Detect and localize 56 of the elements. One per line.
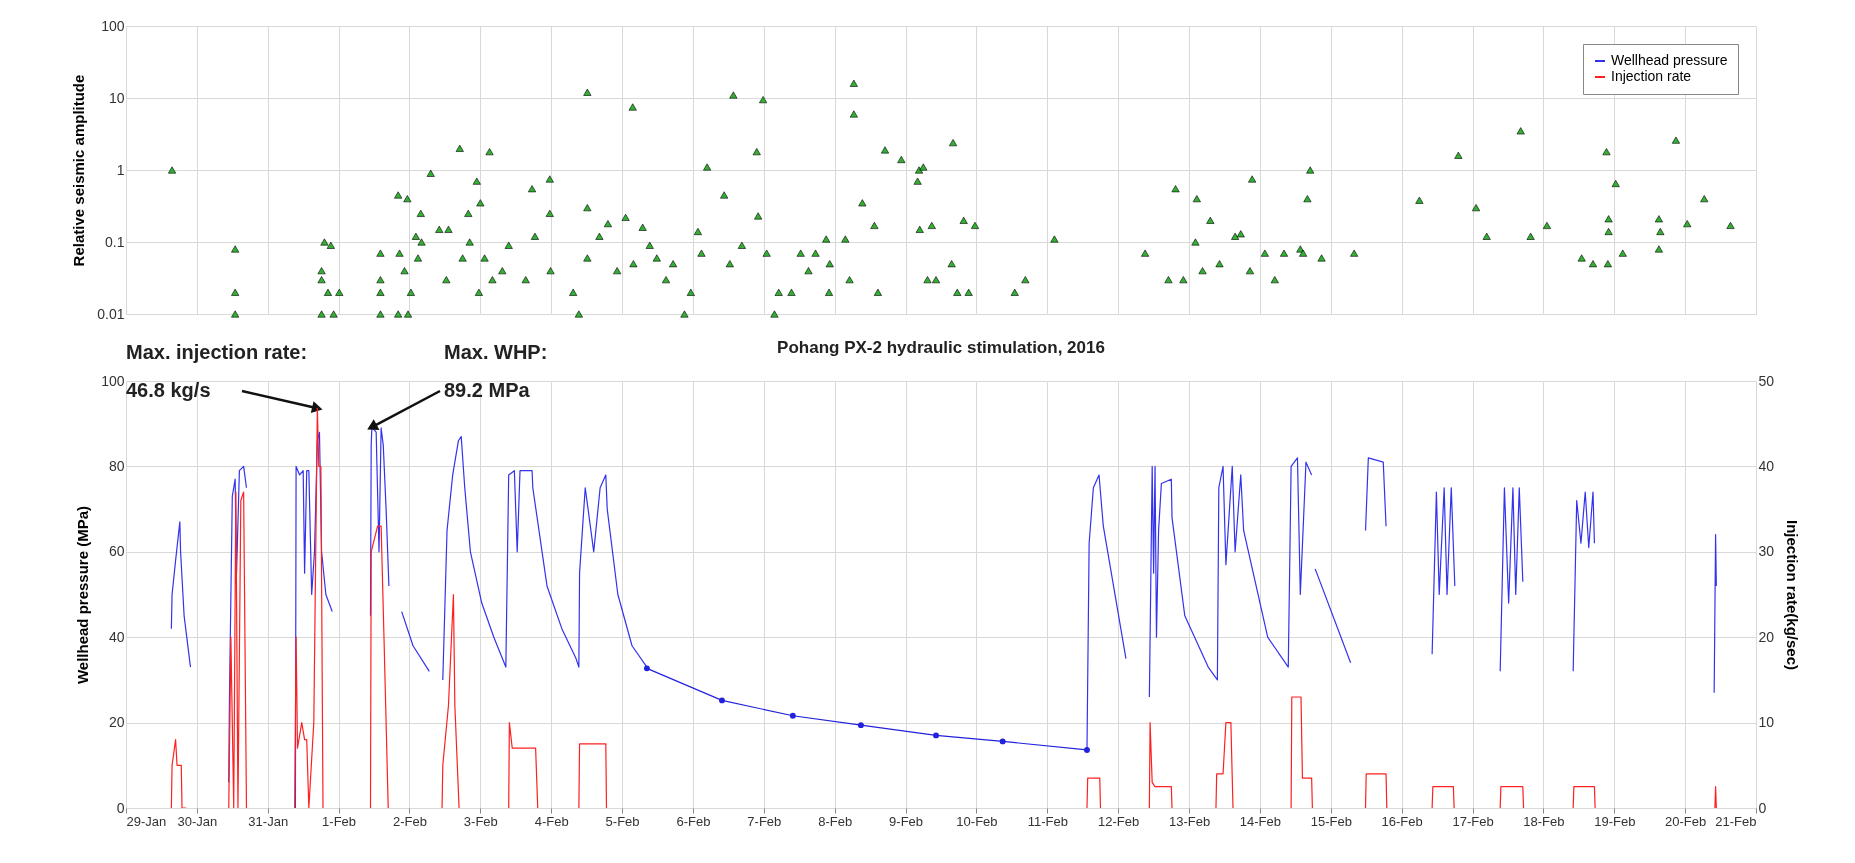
x-tick-label: 3-Feb [463, 813, 498, 829]
y-tick-label: 40 [108, 628, 125, 645]
x-tick-label: 8-Feb [818, 813, 853, 829]
x-tick-label: 14-Feb [1239, 813, 1282, 829]
x-tick-label: 18-Feb [1523, 813, 1565, 829]
point [999, 738, 1006, 745]
x-tick-label: 4-Feb [534, 813, 569, 829]
y2-tick-label: 50 [1758, 372, 1775, 389]
point [1084, 746, 1090, 753]
y-tick-label: 100 [101, 372, 125, 389]
point [857, 722, 864, 729]
x-tick-label: 2-Feb [392, 813, 427, 829]
y-tick-label: 20 [108, 714, 125, 731]
y-tick-label: 10 [108, 89, 125, 106]
legend-label: Injection rate [1611, 68, 1692, 84]
x-tick-label: 11-Feb [1027, 813, 1068, 829]
y-tick-label: 100 [101, 17, 125, 34]
x-tick-label: 9-Feb [889, 813, 924, 829]
x-tick-label: 29-Jan [126, 813, 167, 829]
x-tick-label: 13-Feb [1168, 813, 1211, 829]
annotation: Max. WHP: 89.2 MPa [444, 341, 548, 401]
x-tick-label: 19-Feb [1594, 813, 1636, 829]
y2-tick-label: 0 [1758, 799, 1767, 816]
x-tick-label: 1-Feb [322, 813, 357, 829]
y-tick-label: 0.1 [105, 233, 125, 250]
y-axis-title: Relative seismic amplitude [70, 74, 88, 267]
x-tick-label: 30-Jan [177, 813, 218, 829]
x-tick-label: 10-Feb [956, 813, 998, 829]
legend-label: Wellhead pressure [1611, 52, 1728, 68]
point [643, 665, 650, 672]
x-tick-label: 16-Feb [1381, 813, 1423, 829]
y-tick-label: 80 [108, 457, 125, 474]
y-tick-label: 60 [108, 543, 125, 560]
annotation: Max. injection rate: 46.8 kg/s [126, 341, 308, 401]
y-tick-label: 1 [116, 161, 125, 178]
x-tick-label: 5-Feb [605, 813, 640, 829]
x-tick-label: 12-Feb [1098, 813, 1140, 829]
x-tick-label: 7-Feb [747, 813, 782, 829]
y2-tick-label: 30 [1758, 543, 1775, 560]
x-tick-label: 21-Feb [1715, 813, 1757, 829]
y-axis-title: Wellhead pressure (MPa) [74, 505, 92, 685]
x-tick-label: 20-Feb [1665, 813, 1707, 829]
y2-tick-label: 40 [1758, 457, 1775, 474]
x-tick-label: 17-Feb [1452, 813, 1494, 829]
x-tick-label: 6-Feb [676, 813, 711, 829]
point [719, 697, 725, 704]
y-tick-label: 0 [116, 799, 125, 816]
y2-tick-label: 20 [1758, 628, 1775, 645]
y-tick-label: 0.01 [97, 305, 125, 322]
y2-tick-label: 10 [1758, 714, 1775, 731]
y2-axis-title: Injection rate(kg/sec) [1784, 519, 1802, 671]
chart-title: Pohang PX-2 hydraulic stimulation, 2016 [777, 338, 1105, 357]
point [789, 712, 796, 719]
point [933, 732, 939, 739]
x-tick-label: 31-Jan [248, 813, 289, 829]
x-tick-label: 15-Feb [1310, 813, 1352, 829]
